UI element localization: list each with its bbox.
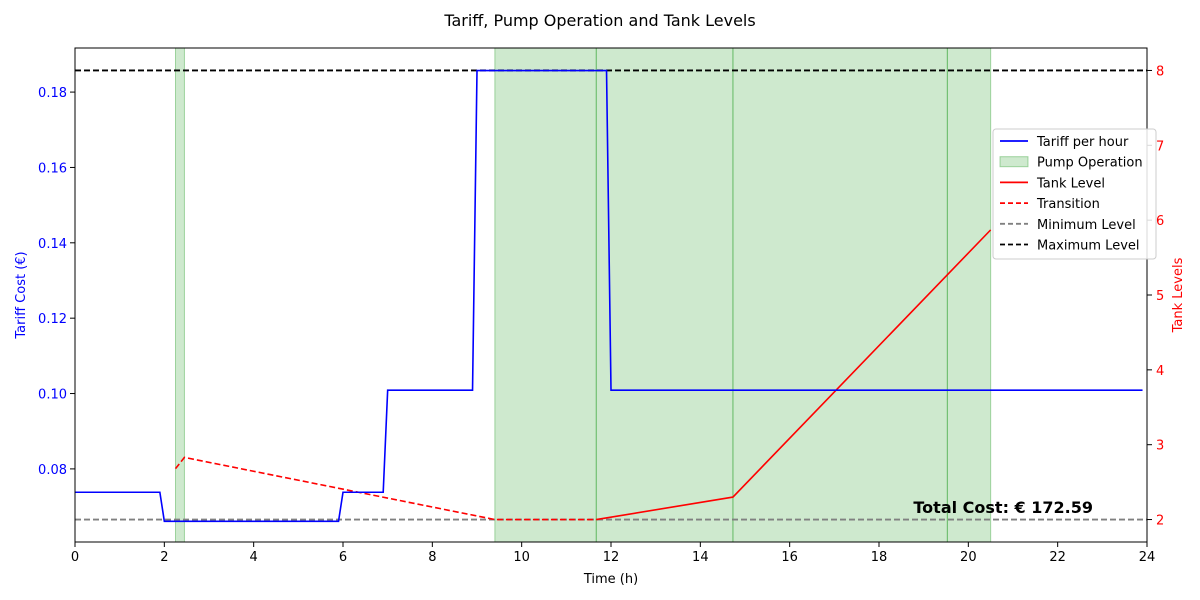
pump-span-1 [494,47,597,543]
legend-box [992,128,1157,260]
y-right-tick-label-6: 6 [1156,214,1164,229]
x-tick-label-20: 20 [960,550,977,565]
x-tick-label-22: 22 [1049,550,1066,565]
y-left-tick-label-0.08: 0.08 [38,463,67,478]
x-tick-label-18: 18 [871,550,888,565]
y-left-tick-label-0.14: 0.14 [38,237,67,252]
series-layer [75,69,1147,523]
x-tick-label-4: 4 [250,550,258,565]
chart-title: Tariff, Pump Operation and Tank Levels [443,11,755,30]
tariff-line [75,69,1143,523]
total-cost-annotation: Total Cost: € 172.59 [913,498,1093,517]
pump-operation-layer [175,47,992,543]
x-tick-label-12: 12 [603,550,620,565]
pump-span-3 [732,47,948,543]
y-left-tick-label-0.16: 0.16 [38,161,67,176]
pump-span-4 [946,47,992,543]
y-left-tick-label-0.10: 0.10 [38,388,67,403]
axis-layer: 0 2 4 6 8 10 12 14 16 18 20 22 240.080.100.120.140.1… [38,64,1164,565]
x-tick-label-6: 6 [339,550,347,565]
tank-level-line [596,229,992,521]
legend: Tariff per hour Pump Operation Tank Level T… [992,128,1157,260]
y-right-tick-label-5: 5 [1156,289,1164,304]
y-right-tick-label-7: 7 [1156,139,1164,154]
y-axis-left-label: Tariff Cost (€) [14,251,29,339]
y-right-tick-label-8: 8 [1156,64,1164,79]
legend-swatch-1 [999,156,1029,168]
x-tick-label-14: 14 [692,550,709,565]
y-right-tick-label-2: 2 [1156,514,1164,529]
y-right-tick-label-3: 3 [1156,439,1164,454]
y-left-tick-label-0.12: 0.12 [38,312,67,327]
legend-label-3: Transition [1036,197,1100,212]
legend-label-1: Pump Operation [1037,156,1143,171]
x-tick-label-24: 24 [1139,550,1156,565]
legend-label-0: Tariff per hour [1036,135,1129,150]
y-axis-right-label: Tank Levels [1171,257,1186,333]
x-tick-label-2: 2 [160,550,168,565]
x-tick-label-16: 16 [781,550,798,565]
x-axis-label: Time (h) [583,572,638,587]
legend-label-2: Tank Level [1036,176,1105,191]
x-tick-label-8: 8 [428,550,436,565]
legend-label-5: Maximum Level [1037,239,1140,254]
x-tick-label-0: 0 [71,550,79,565]
legend-label-4: Minimum Level [1037,218,1136,233]
pump-span-2 [595,47,734,543]
y-left-tick-label-0.18: 0.18 [38,86,67,101]
transition-line [174,456,597,521]
x-tick-label-10: 10 [513,550,530,565]
y-right-tick-label-4: 4 [1156,364,1164,379]
